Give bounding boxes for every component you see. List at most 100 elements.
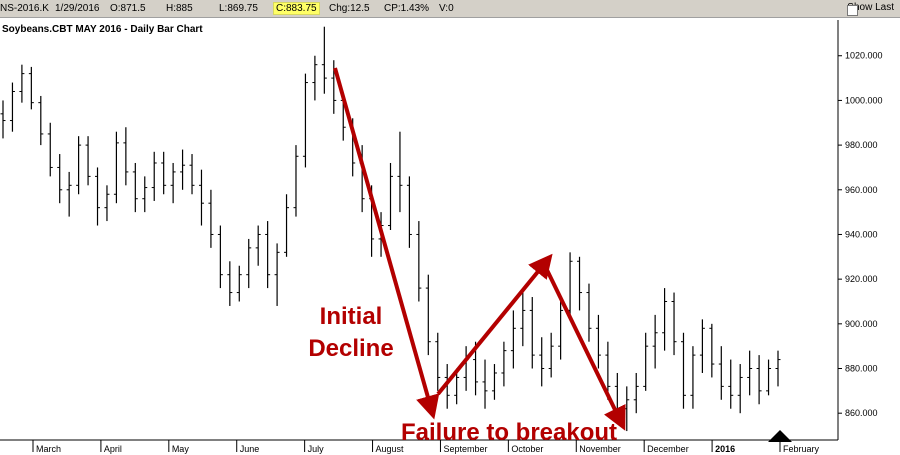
price-bar <box>510 310 516 369</box>
price-bar <box>539 337 545 387</box>
price-bar <box>170 162 176 204</box>
price-bar <box>180 149 186 190</box>
price-bar <box>321 26 327 94</box>
ohlc-bars <box>0 26 781 432</box>
price-bar <box>217 225 223 289</box>
price-bar <box>104 185 110 222</box>
price-bar <box>444 364 450 409</box>
price-bar <box>662 288 668 351</box>
price-bar <box>454 368 460 405</box>
price-bar <box>236 265 242 302</box>
x-tick-label: December <box>647 444 689 454</box>
x-tick-label: September <box>443 444 487 454</box>
price-bar <box>435 332 441 391</box>
quote-symbol: NS-2016.K <box>0 3 49 14</box>
trend-arrows <box>333 67 626 431</box>
price-bar <box>595 314 601 369</box>
x-tick-label: May <box>172 444 190 454</box>
price-bar <box>57 154 63 204</box>
y-axis: 860.000 880.000 900.000 920.000 940.000 960.0… <box>837 20 883 440</box>
y-tick-label: 1000.000 <box>845 95 883 105</box>
price-bar <box>766 359 772 396</box>
price-bar <box>775 350 781 387</box>
price-bar <box>388 162 393 230</box>
x-tick-label: February <box>783 444 820 454</box>
price-bar <box>246 238 252 289</box>
annotation-failure: Failure to breakout <box>401 419 617 446</box>
price-bar <box>463 346 469 391</box>
x-tick-label: 2016 <box>715 444 735 454</box>
price-bar <box>95 167 101 226</box>
annotation-decline: Decline <box>308 335 393 362</box>
current-date-marker-icon <box>768 430 792 442</box>
price-bar <box>293 145 299 217</box>
price-bar <box>113 131 119 204</box>
price-bar <box>189 154 195 195</box>
chart-title: Soybeans.CBT MAY 2016 - Daily Bar Chart <box>2 24 203 35</box>
arrow-second-decline <box>545 269 626 431</box>
price-bar <box>756 355 762 405</box>
y-tick-label: 1020.000 <box>845 51 883 61</box>
price-bar <box>208 189 214 248</box>
quote-change-pct: CP:1.43% <box>384 3 430 14</box>
price-bar <box>747 350 753 396</box>
price-bar <box>406 176 412 248</box>
x-axis: March April May June July August September Octo… <box>0 439 838 454</box>
arrow-rally <box>436 253 553 396</box>
price-bar <box>709 323 715 378</box>
y-tick-label: 940.000 <box>845 229 878 239</box>
price-bar <box>227 261 233 306</box>
price-bar <box>265 221 271 289</box>
price-bar <box>425 274 431 356</box>
x-tick-label: October <box>511 444 543 454</box>
arrow-initial-decline <box>333 67 440 420</box>
price-bar <box>680 332 686 409</box>
price-bar <box>577 256 583 311</box>
price-bar <box>255 225 261 266</box>
show-last-label: Show Last <box>847 2 894 13</box>
price-bar <box>302 73 308 168</box>
quote-date: 1/29/2016 <box>55 3 100 14</box>
price-bar <box>652 314 658 369</box>
price-bar <box>66 171 72 217</box>
show-last-toggle[interactable]: Show Last <box>847 2 894 16</box>
price-bar <box>643 332 649 391</box>
x-tick-label: November <box>579 444 621 454</box>
price-bar <box>482 359 488 409</box>
price-bar <box>586 283 592 342</box>
price-bar <box>38 95 44 146</box>
price-bar <box>19 64 25 103</box>
price-bar <box>151 151 157 201</box>
price-bar <box>0 100 6 139</box>
price-bar <box>605 341 611 400</box>
price-bar <box>132 162 138 213</box>
quote-low: L:869.75 <box>219 3 258 14</box>
quote-change: Chg:12.5 <box>329 3 370 14</box>
price-bar <box>198 169 204 226</box>
show-last-checkbox[interactable] <box>847 5 859 16</box>
annotation-initial: Initial <box>320 303 383 330</box>
y-tick-label: 960.000 <box>845 185 878 195</box>
price-bar <box>47 122 53 177</box>
quote-open: O:871.5 <box>110 3 146 14</box>
price-bar <box>548 332 554 378</box>
price-bar <box>85 136 91 186</box>
price-bar <box>9 82 15 132</box>
price-bar <box>416 221 422 302</box>
price-bar <box>690 346 696 409</box>
price-bar <box>161 151 167 195</box>
quote-close: C:883.75 <box>273 2 320 15</box>
x-tick-label: April <box>104 444 122 454</box>
price-bar <box>284 194 290 257</box>
price-bar <box>274 243 280 306</box>
price-bar <box>699 319 705 373</box>
price-bar <box>491 364 497 400</box>
price-bar <box>529 297 535 369</box>
price-bar <box>28 66 34 110</box>
price-bar <box>737 364 743 414</box>
y-tick-label: 860.000 <box>845 408 878 418</box>
y-tick-label: 920.000 <box>845 274 878 284</box>
y-tick-label: 980.000 <box>845 140 878 150</box>
price-bar <box>501 341 507 387</box>
